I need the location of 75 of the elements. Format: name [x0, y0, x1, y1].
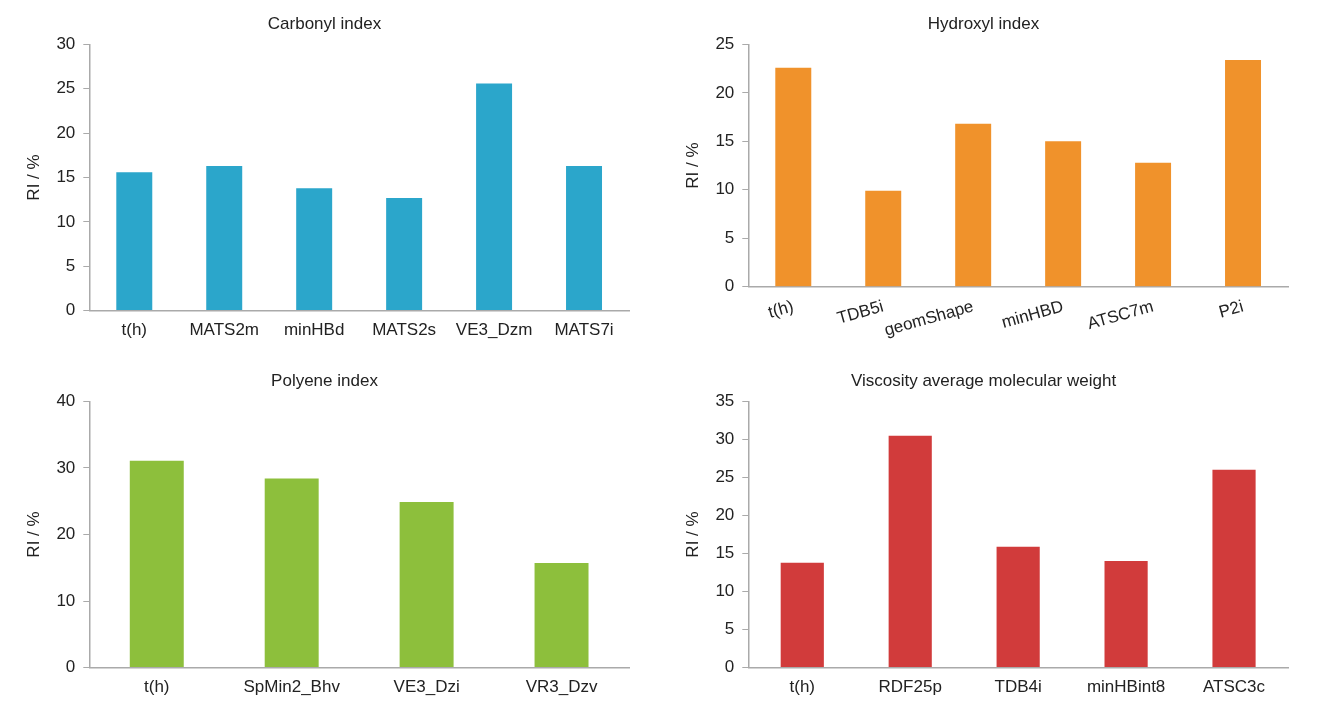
- y-tick-label: 30: [56, 457, 76, 477]
- y-axis-title: RI / %: [23, 154, 43, 201]
- y-axis-title: RI / %: [682, 511, 702, 558]
- y-tick-label: 25: [715, 34, 735, 54]
- y-tick-label: 35: [715, 391, 735, 411]
- bar: [386, 197, 423, 311]
- x-tick-label: minHBint8: [1086, 677, 1166, 697]
- x-tick-label: ATSC7m: [1085, 296, 1156, 334]
- y-tick-label: 5: [724, 619, 735, 639]
- y-tick-label: 20: [56, 122, 76, 142]
- y-tick-label: 5: [724, 227, 735, 247]
- y-tick-label: 20: [56, 524, 76, 544]
- x-tick-label: TDB5i: [834, 296, 886, 328]
- bar: [775, 67, 812, 287]
- y-tick-label: 0: [724, 657, 735, 677]
- y-tick-label: 15: [715, 543, 735, 563]
- bar: [206, 165, 243, 311]
- y-tick-label: 20: [715, 505, 735, 525]
- y-tick-label: 15: [56, 167, 76, 187]
- bar: [566, 165, 603, 311]
- x-tick-label: MATS2m: [189, 320, 260, 340]
- bar: [399, 501, 454, 668]
- x-tick-label: RDF25p: [878, 677, 942, 697]
- y-tick-label: 10: [715, 581, 735, 601]
- bar: [1135, 162, 1172, 287]
- bar: [1045, 141, 1082, 287]
- x-tick-label: VE3_Dzm: [455, 320, 533, 340]
- bar: [780, 562, 824, 668]
- y-tick-label: 40: [56, 391, 76, 411]
- y-tick-label: 10: [56, 590, 76, 610]
- y-tick-label: 30: [56, 34, 76, 54]
- x-tick-label: t(h): [789, 677, 816, 697]
- chart-title: Carbonyl index: [267, 13, 382, 33]
- bar: [129, 460, 184, 668]
- bar: [888, 435, 932, 668]
- x-tick-label: TDB4i: [994, 677, 1042, 697]
- bar: [476, 83, 513, 311]
- y-tick-label: 0: [65, 657, 76, 677]
- x-tick-label: MATS7i: [554, 320, 614, 340]
- bar: [996, 546, 1040, 668]
- bar: [1212, 469, 1256, 668]
- x-tick-label: P2i: [1216, 296, 1246, 322]
- bar: [865, 190, 902, 287]
- x-tick-label: SpMin2_Bhv: [243, 677, 341, 697]
- y-tick-label: 10: [56, 211, 76, 231]
- y-tick-label: 0: [65, 300, 76, 320]
- y-tick-label: 20: [715, 82, 735, 102]
- x-tick-label: t(h): [765, 296, 796, 322]
- bar: [116, 172, 153, 311]
- bar: [1225, 59, 1262, 287]
- x-tick-label: minHBD: [999, 296, 1066, 332]
- chart-title: Viscosity average molecular weight: [850, 370, 1117, 390]
- y-tick-label: 25: [56, 78, 76, 98]
- y-axis-title: RI / %: [682, 142, 702, 189]
- chart-title: Polyene index: [271, 370, 379, 390]
- x-tick-label: VR3_Dzv: [525, 677, 598, 697]
- bar: [296, 188, 333, 311]
- x-tick-label: minHBd: [283, 320, 345, 340]
- y-tick-label: 5: [65, 255, 76, 275]
- x-tick-label: MATS2s: [372, 320, 437, 340]
- y-tick-label: 30: [715, 429, 735, 449]
- x-tick-label: t(h): [121, 320, 148, 340]
- x-tick-label: VE3_Dzi: [393, 677, 460, 697]
- bar: [955, 123, 992, 287]
- bar: [534, 563, 589, 668]
- y-tick-label: 0: [724, 276, 735, 296]
- y-tick-label: 10: [715, 179, 735, 199]
- bar: [1104, 561, 1148, 668]
- y-axis-title: RI / %: [23, 511, 43, 558]
- x-tick-label: t(h): [144, 677, 170, 697]
- x-tick-label: ATSC3c: [1203, 677, 1266, 697]
- y-tick-label: 25: [715, 467, 735, 487]
- y-tick-label: 15: [715, 131, 735, 150]
- bar: [264, 478, 319, 668]
- chart-title: Hydroxyl index: [927, 13, 1040, 33]
